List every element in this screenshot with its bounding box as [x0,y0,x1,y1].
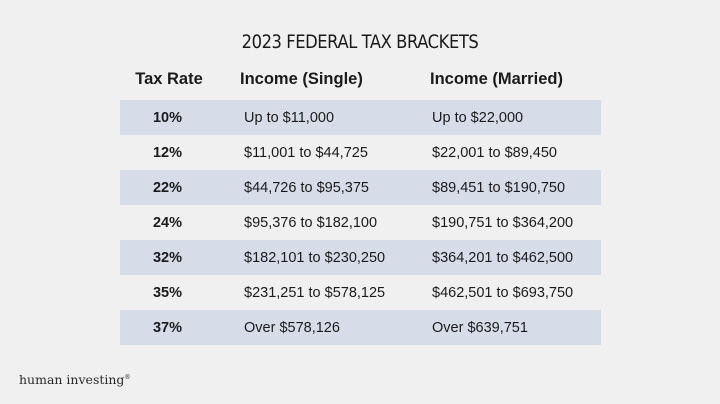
brand-name: human investing [19,372,125,387]
income-single-cell: $11,001 to $44,725 [244,144,368,161]
income-single-cell: $44,726 to $95,375 [244,179,369,196]
income-single-cell: Up to $11,000 [244,109,335,126]
table-row: 24% $95,376 to $182,100 $190,751 to $364… [120,205,601,240]
income-married-cell: Over $639,751 [432,319,528,336]
table-row: 37% Over $578,126 Over $639,751 [120,310,601,345]
table-row: 12% $11,001 to $44,725 $22,001 to $89,45… [120,135,601,170]
table-header-row: Tax Rate Income (Single) Income (Married… [120,64,601,100]
brand-logo: human investing® [19,372,130,387]
tax-rate-cell: 35% [152,284,183,301]
table-row: 35% $231,251 to $578,125 $462,501 to $69… [120,275,601,310]
income-single-cell: $182,101 to $230,250 [244,249,386,266]
income-single-cell: $95,376 to $182,100 [244,214,378,231]
tax-rate-cell: 37% [152,319,183,336]
tax-rate-cell: 32% [152,249,183,266]
table-row: 22% $44,726 to $95,375 $89,451 to $190,7… [120,170,601,205]
income-married-cell: $190,751 to $364,200 [432,214,574,231]
tax-rate-cell: 12% [152,144,183,161]
income-married-cell: $462,501 to $693,750 [432,284,574,301]
income-married-cell: Up to $22,000 [432,109,524,126]
income-married-cell: $22,001 to $89,450 [432,144,557,161]
tax-rate-cell: 10% [152,109,183,126]
tax-rate-cell: 24% [152,214,183,231]
column-header-income-single: Income (Single) [240,70,363,88]
income-married-cell: $89,451 to $190,750 [432,179,566,196]
income-single-cell: $231,251 to $578,125 [244,284,386,301]
income-married-cell: $364,201 to $462,500 [432,249,574,266]
column-header-income-married: Income (Married) [430,70,563,88]
tax-rate-cell: 22% [152,179,183,196]
table-row: 32% $182,101 to $230,250 $364,201 to $46… [120,240,601,275]
column-header-tax-rate: Tax Rate [135,70,203,88]
registered-mark: ® [124,373,131,381]
tax-bracket-table: Tax Rate Income (Single) Income (Married… [120,64,601,345]
page-title: 2023 FEDERAL TAX BRACKETS [241,31,479,53]
income-single-cell: Over $578,126 [244,319,340,336]
table-row: 10% Up to $11,000 Up to $22,000 [120,100,601,135]
